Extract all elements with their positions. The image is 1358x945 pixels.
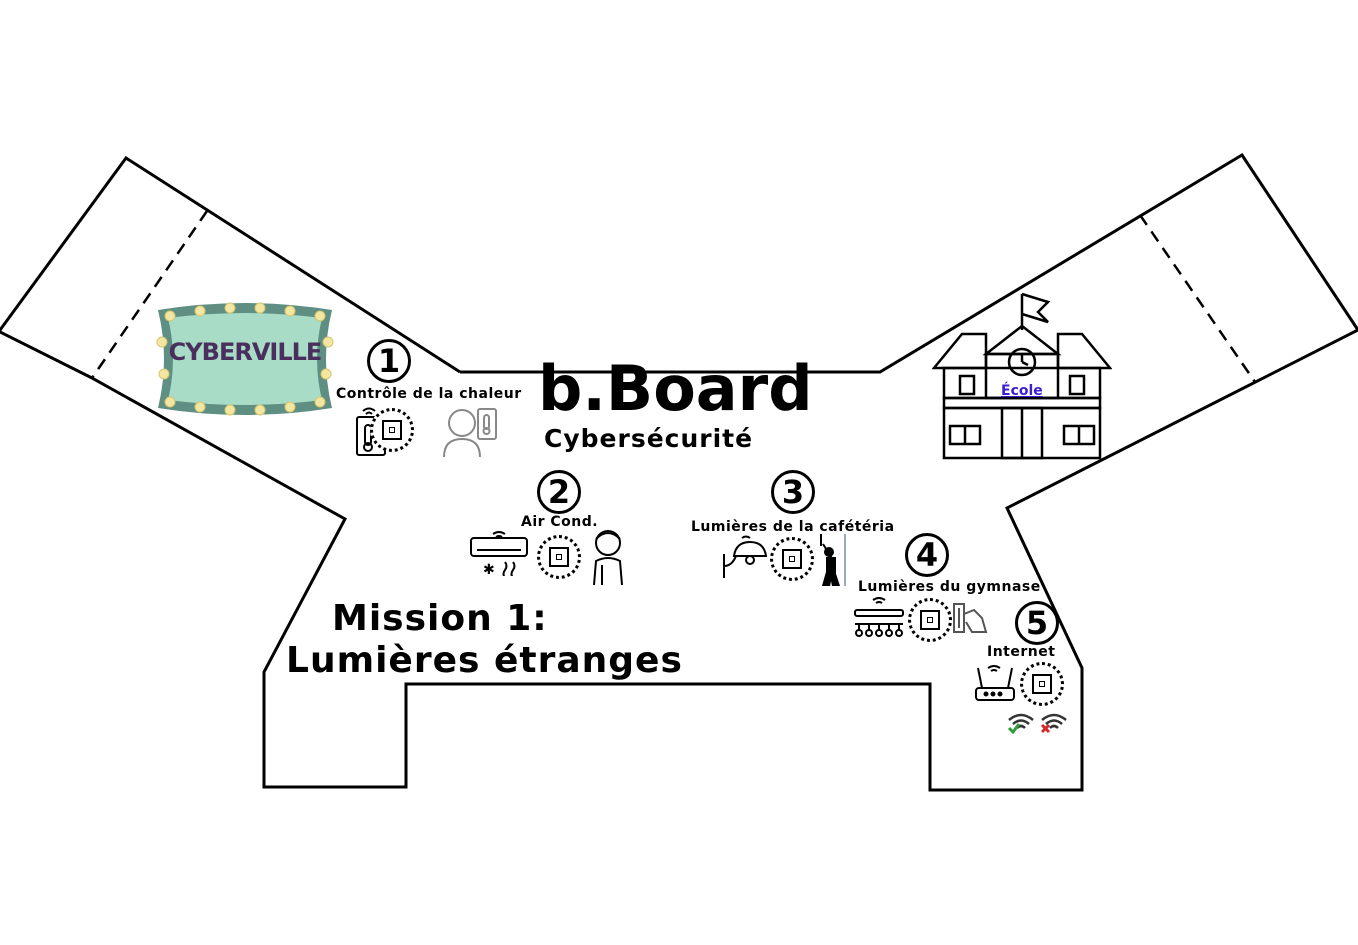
zone-4-badge[interactable]: 4 [905, 533, 949, 577]
cyberville-sign [156, 302, 334, 416]
mission-line-2: Lumières étranges [286, 640, 683, 681]
zone-3-label: Lumières de la cafétéria [691, 519, 895, 535]
chip-icon [770, 537, 814, 581]
wifi-off-icon [1040, 713, 1067, 734]
person-switch-icon [820, 534, 846, 586]
page-title: b.Board [538, 352, 813, 425]
zone-1-badge[interactable]: 1 [367, 339, 411, 383]
zone-2-label: Air Cond. [521, 514, 599, 530]
chip-icon [908, 598, 952, 642]
person-thermometer-icon [443, 408, 497, 457]
svg-text:✱: ✱ [483, 562, 495, 576]
mission-line-1: Mission 1: [332, 598, 548, 639]
air-conditioner-icon: ✱ [470, 531, 528, 576]
chip-icon [370, 408, 414, 452]
zone-1-label: Contrôle de la chaleur [336, 386, 522, 402]
person-hot-icon [593, 530, 623, 585]
wifi-ok-icon [1007, 713, 1034, 734]
router-icon [975, 665, 1015, 701]
school-link[interactable]: École [1001, 383, 1043, 399]
zone-4-label: Lumières du gymnase [858, 579, 1041, 595]
chip-icon [537, 535, 581, 579]
ceiling-lights-icon [854, 597, 904, 637]
sign-text: CYBERVILLE [168, 338, 323, 366]
mission-title: Mission 1: Lumières étranges [286, 598, 683, 682]
zone-5-badge[interactable]: 5 [1015, 601, 1059, 645]
page-subtitle: Cybersécurité [544, 424, 754, 453]
zone-5-label: Internet [987, 644, 1056, 660]
zone-2-badge[interactable]: 2 [537, 470, 581, 514]
school-icon[interactable] [932, 290, 1112, 462]
zone-3-badge[interactable]: 3 [771, 470, 815, 514]
chip-icon [1020, 662, 1064, 706]
hand-switch-icon [953, 603, 988, 633]
wall-lamp-icon [723, 535, 768, 578]
